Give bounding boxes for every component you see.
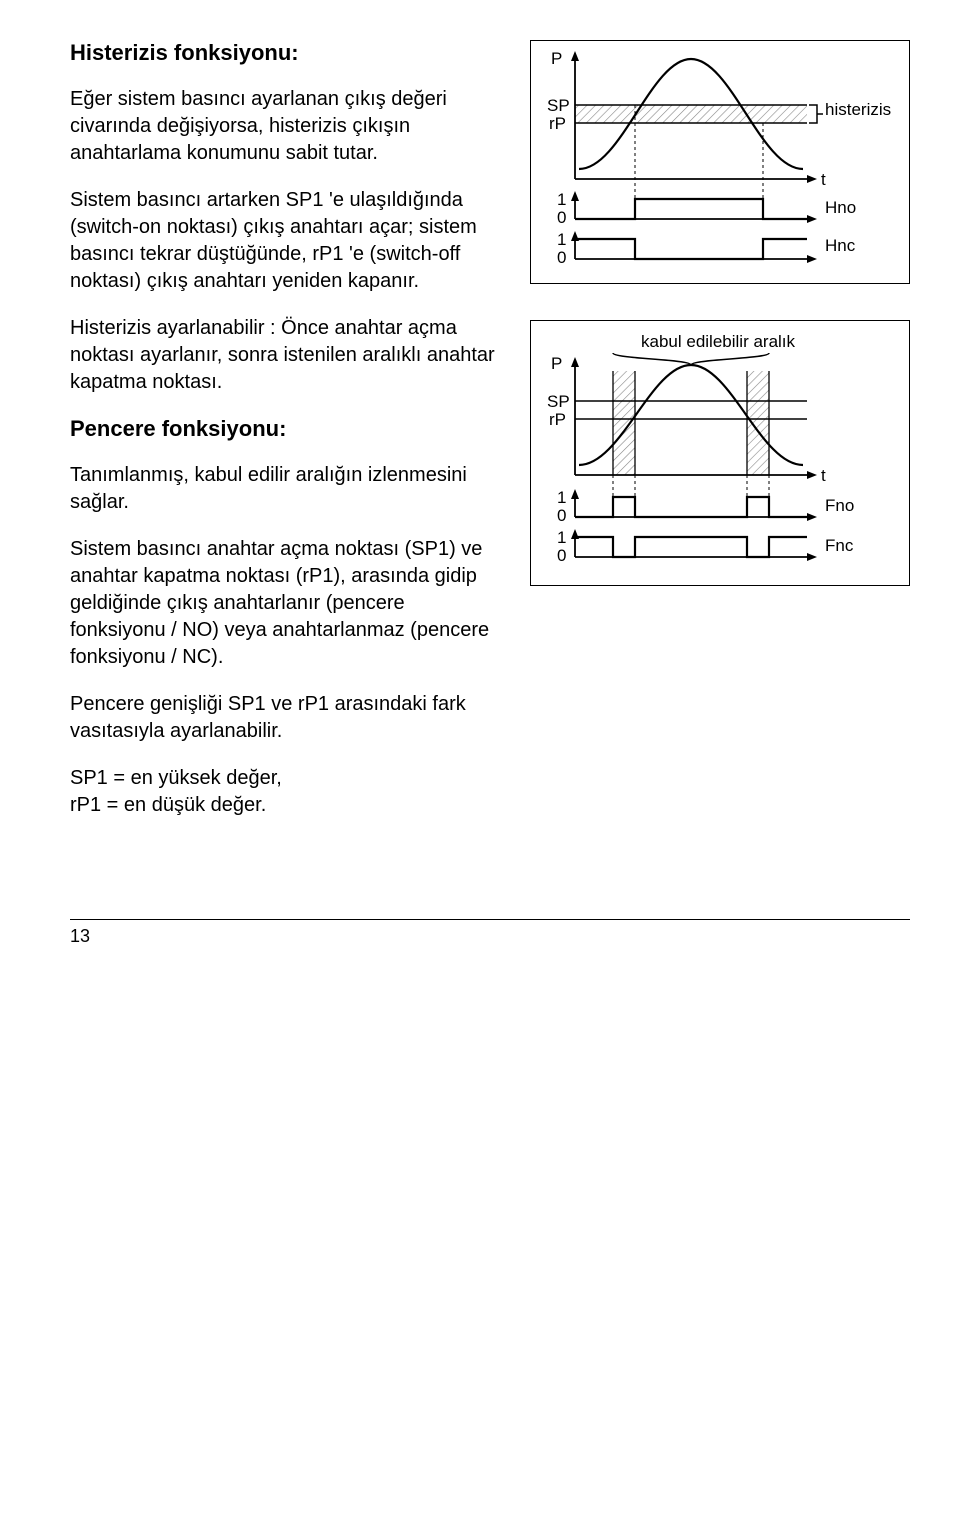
fig2-label-t: t <box>821 466 826 485</box>
fig1-label-hno: Hno <box>825 198 856 217</box>
fig1-tick-1a: 1 <box>557 190 566 209</box>
fig1-label-sp: SP <box>547 96 570 115</box>
fig1-label-rp: rP <box>549 114 566 133</box>
fig2-tick-0b: 0 <box>557 546 566 565</box>
hysteresis-heading: Histerizis fonksiyonu: <box>70 40 500 66</box>
figure-hysteresis: P SP rP t histerizis 1 <box>530 40 910 284</box>
window-para-3: Pencere genişliği SP1 ve rP1 arasındaki … <box>70 691 500 745</box>
window-para-4: SP1 = en yüksek değer, rP1 = en düşük de… <box>70 765 500 819</box>
fig2-label-p: P <box>551 354 562 373</box>
fig1-label-p: P <box>551 49 562 68</box>
fig2-label-sp: SP <box>547 392 570 411</box>
fig1-label-t: t <box>821 170 826 189</box>
window-para-2: Sistem basıncı anahtar açma noktası (SP1… <box>70 536 500 671</box>
fig1-title-right: histerizis <box>825 100 891 119</box>
fig2-label-fnc: Fnc <box>825 536 854 555</box>
hysteresis-para-2: Sistem basıncı artarken SP1 'e ulaşıldığ… <box>70 187 500 295</box>
hysteresis-para-3: Histerizis ayarlanabilir : Önce anahtar … <box>70 315 500 396</box>
hysteresis-para-1: Eğer sistem basıncı ayarlanan çıkış değe… <box>70 86 500 167</box>
window-heading: Pencere fonksiyonu: <box>70 416 500 442</box>
fig2-tick-1a: 1 <box>557 488 566 507</box>
figure-window: kabul edilebilir aralık <box>530 320 910 586</box>
fig2-tick-0a: 0 <box>557 506 566 525</box>
fig1-tick-0b: 0 <box>557 248 566 267</box>
fig2-label-fno: Fno <box>825 496 854 515</box>
fig2-title-top: kabul edilebilir aralık <box>641 332 796 351</box>
page-number: 13 <box>70 926 90 946</box>
fig1-tick-0a: 0 <box>557 208 566 227</box>
window-para-1: Tanımlanmış, kabul edilir aralığın izlen… <box>70 462 500 516</box>
fig1-label-hnc: Hnc <box>825 236 856 255</box>
fig2-tick-1b: 1 <box>557 528 566 547</box>
fig2-label-rp: rP <box>549 410 566 429</box>
fig1-tick-1b: 1 <box>557 230 566 249</box>
